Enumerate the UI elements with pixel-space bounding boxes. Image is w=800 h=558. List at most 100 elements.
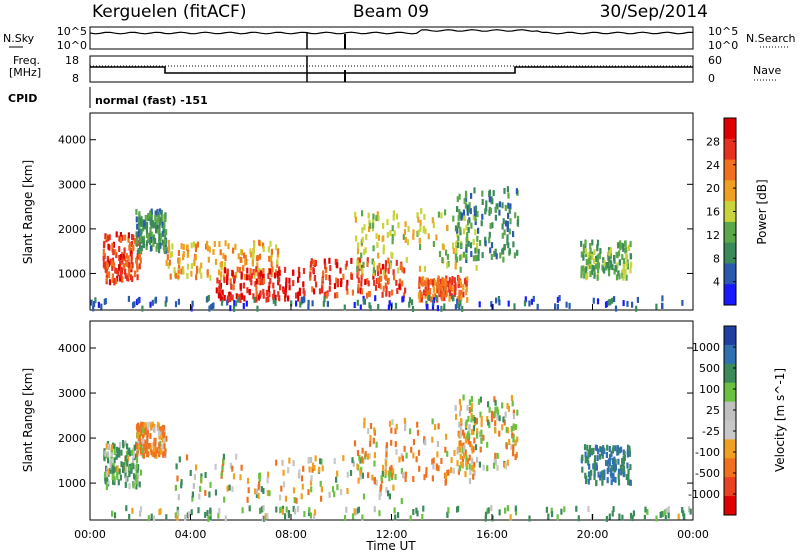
heatmap-cell <box>372 437 375 444</box>
heatmap-cell <box>446 253 449 260</box>
heatmap-cell <box>235 300 238 307</box>
heatmap-cell <box>441 257 444 264</box>
heatmap-cell <box>492 190 495 197</box>
heatmap-cell <box>147 232 150 239</box>
heatmap-cell <box>458 465 461 472</box>
heatmap-cell <box>218 508 221 515</box>
heatmap-cell <box>494 214 497 221</box>
heatmap-cell <box>506 403 509 409</box>
heatmap-cell <box>234 271 238 278</box>
heatmap-cell <box>447 281 450 287</box>
heatmap-cell <box>239 283 242 290</box>
heatmap-cell <box>139 236 142 243</box>
heatmap-cell <box>141 447 144 454</box>
heatmap-cell <box>142 452 145 459</box>
heatmap-cell <box>296 506 300 513</box>
heatmap-cell <box>460 253 463 260</box>
heatmap-cell <box>597 253 600 260</box>
heatmap-cell <box>507 242 510 249</box>
heatmap-cell <box>136 266 139 273</box>
colorbar-segment <box>724 382 736 403</box>
heatmap-cell <box>468 206 471 213</box>
heatmap-cell <box>159 448 162 455</box>
heatmap-cell <box>132 447 135 454</box>
heatmap-cell <box>123 247 126 254</box>
heatmap-cell <box>161 221 164 228</box>
heatmap-cell <box>264 513 267 520</box>
heatmap-cell <box>682 510 685 517</box>
heatmap-cell <box>309 261 313 268</box>
heatmap-cell <box>283 481 286 488</box>
heatmap-cell <box>198 493 201 500</box>
nsky-trace <box>89 29 694 35</box>
power-ylabel: Slant Range [km] <box>21 160 35 264</box>
heatmap-cell <box>457 221 460 228</box>
heatmap-cell <box>154 221 157 228</box>
heatmap-cell <box>392 210 395 217</box>
heatmap-cell <box>267 246 270 253</box>
heatmap-cell <box>295 497 298 504</box>
heatmap-cell <box>595 479 598 486</box>
heatmap-cell <box>262 273 265 280</box>
heatmap-cell <box>417 292 420 299</box>
heatmap-cell <box>265 289 269 296</box>
heatmap-cell <box>200 476 203 483</box>
heatmap-cell <box>458 432 461 439</box>
heatmap-cell <box>609 247 613 254</box>
heatmap-cell <box>151 221 154 227</box>
heatmap-cell <box>610 472 613 479</box>
heatmap-cell <box>159 242 162 249</box>
heatmap-cell <box>369 440 372 447</box>
heatmap-cell <box>159 508 162 515</box>
heatmap-cell <box>128 483 131 490</box>
heatmap-cell <box>283 266 287 273</box>
heatmap-cell <box>363 417 366 424</box>
heatmap-cell <box>603 474 606 481</box>
heatmap-cell <box>487 401 490 408</box>
heatmap-cell <box>103 240 106 247</box>
heatmap-cell <box>226 268 229 275</box>
heatmap-cell <box>459 254 462 261</box>
heatmap-cell <box>489 207 492 214</box>
heatmap-cell <box>118 447 121 454</box>
heatmap-cell <box>508 248 511 255</box>
heatmap-cell <box>509 203 512 210</box>
heatmap-cell <box>442 244 445 251</box>
heatmap-cell <box>357 277 360 284</box>
heatmap-cell <box>420 291 423 298</box>
heatmap-cell <box>618 513 621 520</box>
heatmap-cell <box>117 270 120 277</box>
heatmap-cell <box>292 269 295 276</box>
heatmap-cell <box>128 514 131 520</box>
heatmap-cell <box>320 458 323 465</box>
heatmap-cell <box>339 267 342 274</box>
heatmap-cell <box>504 463 508 470</box>
heatmap-cell <box>242 303 245 309</box>
heatmap-cell <box>156 425 159 432</box>
heatmap-cell <box>474 229 477 236</box>
heatmap-cell <box>277 248 280 255</box>
heatmap-cell <box>223 277 226 284</box>
heatmap-cell <box>416 429 420 436</box>
heatmap-cell <box>452 467 455 474</box>
heatmap-cell <box>122 263 125 270</box>
heatmap-cell <box>274 294 277 301</box>
heatmap-cell <box>473 461 476 468</box>
heatmap-cell <box>689 508 692 515</box>
heatmap-cell <box>677 513 680 520</box>
heatmap-cell <box>150 449 153 456</box>
heatmap-cell <box>617 458 620 465</box>
heatmap-cell <box>401 455 404 462</box>
heatmap-cell <box>273 289 276 296</box>
heatmap-cell <box>224 255 227 262</box>
heatmap-cell <box>423 436 426 443</box>
heatmap-cell <box>301 483 304 490</box>
heatmap-cell <box>626 462 629 469</box>
heatmap-cell <box>466 404 469 411</box>
heatmap-cell <box>469 242 473 249</box>
heatmap-cell <box>610 464 613 471</box>
heatmap-cell <box>144 439 147 446</box>
heatmap-cell <box>125 252 128 259</box>
heatmap-cell <box>362 298 365 305</box>
nave-tick-bottom: 0 <box>708 72 715 85</box>
